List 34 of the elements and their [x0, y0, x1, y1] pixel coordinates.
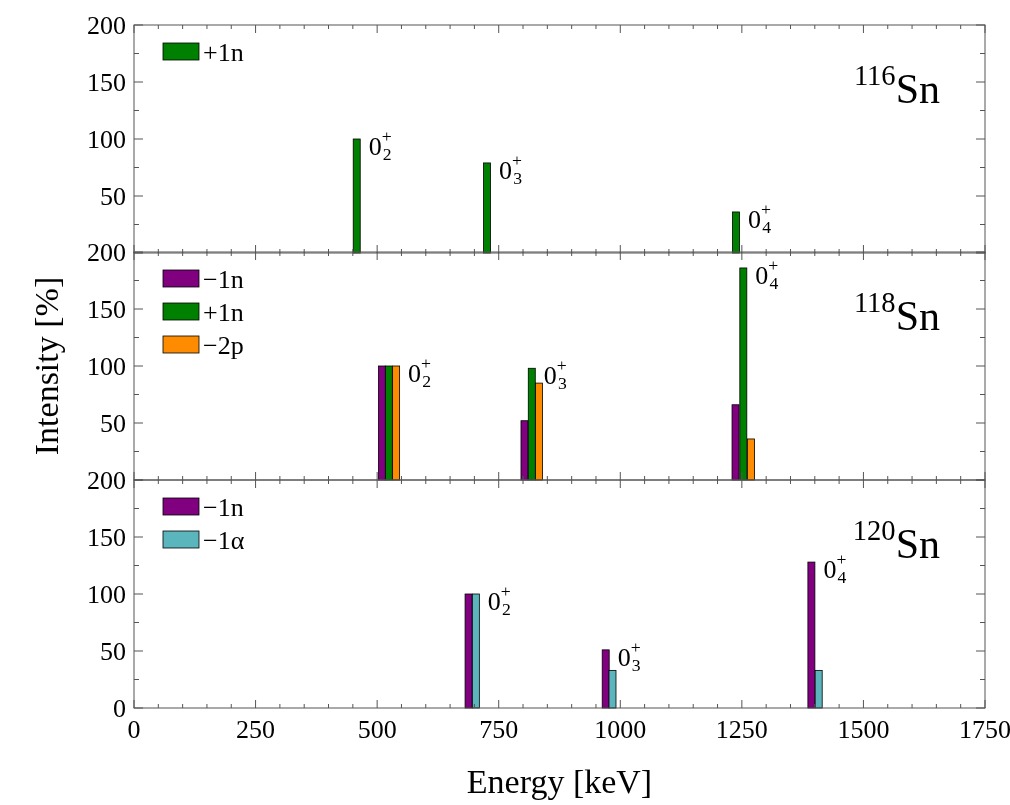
- bar: [483, 162, 491, 254]
- legend-label: −1α: [203, 525, 245, 555]
- x-tick-label: 1250: [715, 715, 768, 744]
- legend-label: +1n: [203, 37, 244, 67]
- y-tick-label: 50: [100, 637, 126, 667]
- y-tick-label: 50: [100, 409, 126, 439]
- y-axis-title: Intensity [%]: [28, 276, 65, 456]
- x-tick-label: 1750: [959, 715, 1010, 744]
- annotation: $^{118}$Sn: [853, 287, 940, 339]
- y-tick-label: 150: [87, 68, 126, 98]
- y-tick-label: 100: [87, 125, 126, 155]
- y-tick-label: 50: [100, 182, 126, 212]
- y-tick-label: 150: [87, 523, 126, 553]
- legend-label: −1n: [203, 264, 244, 294]
- x-tick-label: 500: [357, 715, 397, 744]
- y-tick-label: 100: [87, 352, 126, 382]
- x-tick-label: 1000: [594, 715, 647, 744]
- annotation: $^{116}$Sn: [853, 60, 940, 112]
- y-tick-label: 200: [87, 466, 126, 496]
- annotation: $^{120}$Sn: [852, 515, 940, 567]
- x-tick-label: 250: [236, 715, 276, 744]
- y-tick-label: 100: [87, 580, 126, 610]
- x-tick-label: 750: [479, 715, 519, 744]
- y-tick-label: 150: [87, 295, 126, 325]
- bar: [732, 211, 740, 254]
- legend-label: +1n: [203, 297, 244, 327]
- legend-label: −2p: [203, 330, 244, 360]
- legend-label: −1n: [203, 492, 244, 522]
- y-tick-label: 0: [113, 694, 126, 724]
- y-tick-label: 200: [87, 238, 126, 268]
- x-axis-title: Energy [keV]: [466, 763, 653, 800]
- x-tick-label: 1500: [837, 715, 890, 744]
- bar: [352, 138, 361, 254]
- y-tick-label: 200: [87, 11, 126, 41]
